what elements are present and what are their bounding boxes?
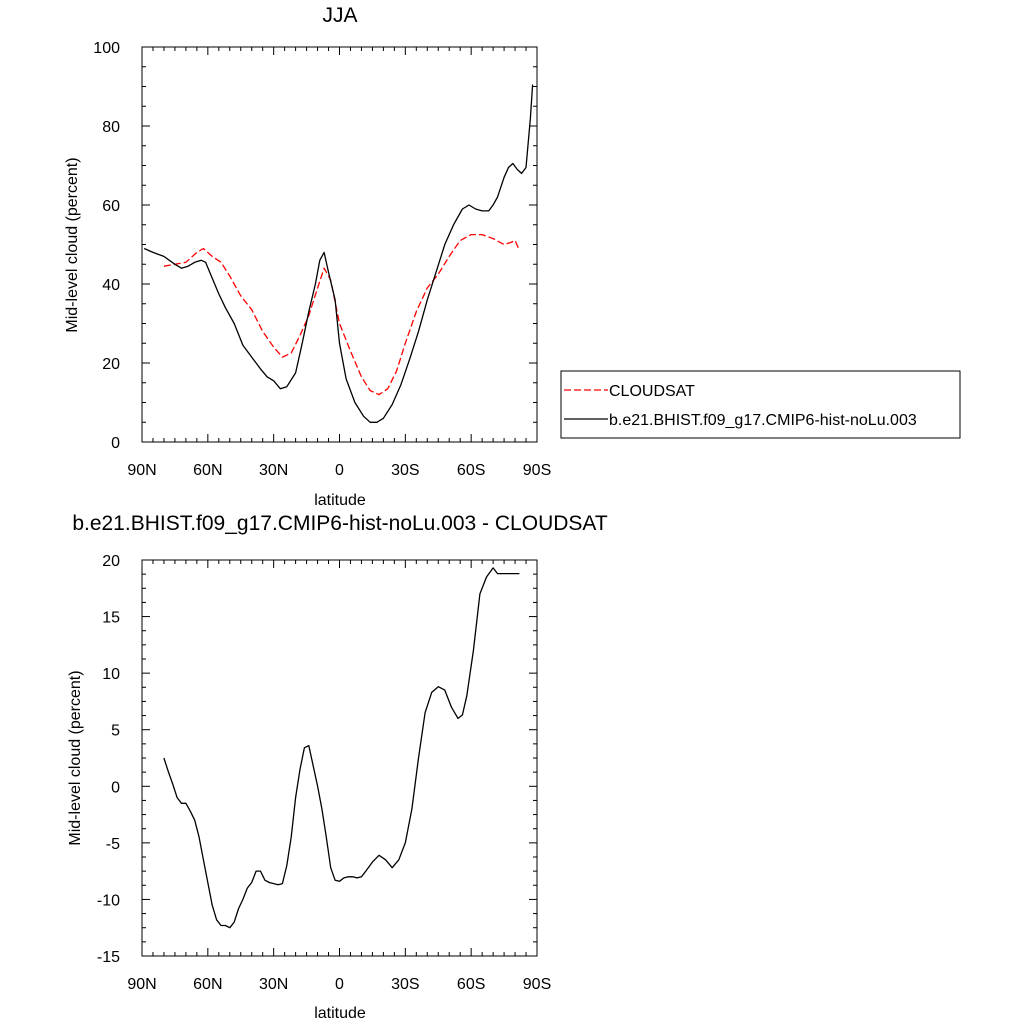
x-axis-label: latitude — [314, 1005, 366, 1022]
x-tick-label: 30N — [259, 976, 288, 993]
legend-label-model: b.e21.BHIST.f09_g17.CMIP6-hist-noLu.003 — [609, 412, 917, 429]
chart-title: b.e21.BHIST.f09_g17.CMIP6-hist-noLu.003 … — [72, 512, 608, 535]
y-axis-ticks: 0 20 40 60 80 100 — [93, 40, 537, 452]
panel-top: JJA 90N 60N 30N 0 30S 60S 90S 0 20 40 60 80 100 lat… — [64, 4, 961, 509]
y-axis-ticks: -15 -10 -5 0 5 10 15 20 — [97, 553, 537, 966]
x-tick-label: 90N — [127, 462, 156, 479]
series-line-difference — [163, 567, 520, 929]
x-axis-ticks: 90N 60N 30N 0 30S 60S 90S — [127, 560, 551, 993]
y-tick-label: 5 — [111, 723, 120, 740]
x-tick-label: 60S — [457, 462, 485, 479]
x-tick-label: 60S — [457, 976, 485, 993]
x-tick-label: 30S — [391, 462, 419, 479]
x-axis-ticks: 90N 60N 30N 0 30S 60S 90S — [127, 47, 551, 479]
series-line-model — [143, 84, 534, 423]
y-tick-label: -5 — [106, 836, 120, 853]
y-axis-label: Mid-level cloud (percent) — [67, 670, 84, 845]
panel-bottom: b.e21.BHIST.f09_g17.CMIP6-hist-noLu.003 … — [67, 512, 608, 1022]
legend-box — [560, 370, 961, 439]
series-line-cloudsat — [163, 233, 520, 396]
x-tick-label: 30S — [391, 976, 419, 993]
y-tick-label: 0 — [111, 435, 120, 452]
y-tick-label: 10 — [102, 666, 120, 683]
y-tick-label: -15 — [97, 949, 120, 966]
y-tick-label: 20 — [102, 553, 120, 570]
series-lines — [143, 84, 534, 423]
legend: CLOUDSAT b.e21.BHIST.f09_g17.CMIP6-hist-… — [560, 370, 961, 439]
y-tick-label: 80 — [102, 119, 120, 136]
x-tick-label: 0 — [335, 462, 344, 479]
y-tick-label: 40 — [102, 277, 120, 294]
y-tick-label: 20 — [102, 356, 120, 373]
legend-label-cloudsat: CLOUDSAT — [609, 383, 695, 400]
y-tick-label: 0 — [111, 779, 120, 796]
chart-title: JJA — [322, 4, 357, 27]
y-tick-label: -10 — [97, 892, 120, 909]
x-tick-label: 90S — [523, 976, 551, 993]
x-tick-label: 30N — [259, 462, 288, 479]
x-tick-label: 90N — [127, 976, 156, 993]
plot-frame — [141, 46, 538, 443]
y-axis-label: Mid-level cloud (percent) — [64, 157, 81, 332]
y-tick-label: 100 — [93, 40, 120, 57]
x-tick-label: 60N — [193, 462, 222, 479]
y-tick-label: 15 — [102, 610, 120, 627]
plot-frame — [141, 559, 538, 957]
series-lines — [163, 567, 520, 929]
x-axis-label: latitude — [314, 492, 366, 509]
x-tick-label: 60N — [193, 976, 222, 993]
x-tick-label: 0 — [335, 976, 344, 993]
x-tick-label: 90S — [523, 462, 551, 479]
y-tick-label: 60 — [102, 198, 120, 215]
